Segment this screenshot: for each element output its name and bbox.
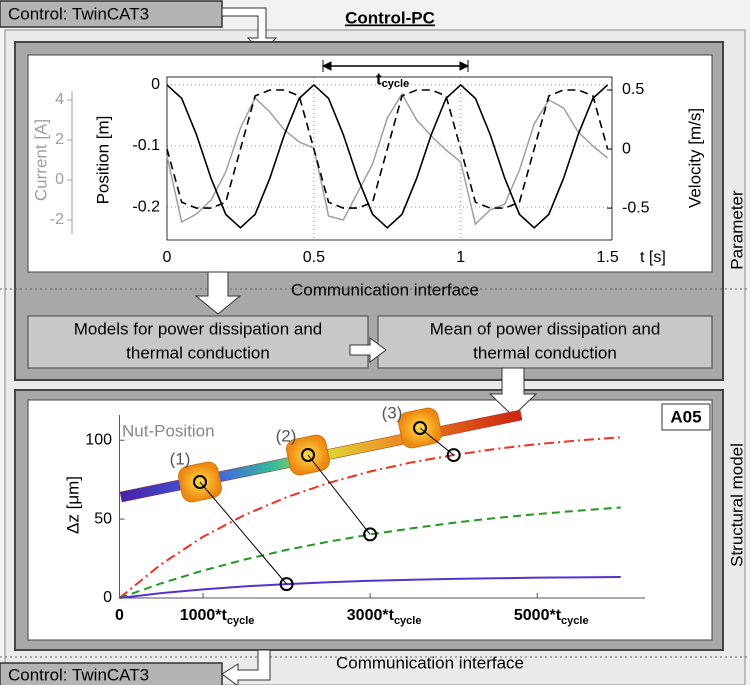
title: Control-PC <box>345 8 435 27</box>
series-line <box>166 92 609 226</box>
y-tick-label: -0.1 <box>132 137 160 154</box>
y-tick-label: 0 <box>151 76 160 93</box>
target-box <box>0 662 223 685</box>
arrow <box>488 367 538 417</box>
connector <box>419 427 454 456</box>
x-tick-label: 0.5 <box>303 249 325 266</box>
x-axis-label: t [s] <box>640 249 666 266</box>
interface-label: Communication interface <box>336 653 524 672</box>
y2-tick-label: -0.5 <box>622 199 650 216</box>
target-label: Control: TwinCAT3 <box>8 665 149 684</box>
y2-tick-label: 0.5 <box>622 81 644 98</box>
interface-label: Communication interface <box>291 280 479 299</box>
arrowheads <box>321 60 470 72</box>
arrow <box>194 271 242 315</box>
subscript: cycle <box>394 615 422 627</box>
nut-label: (2) <box>276 426 297 445</box>
y3-axis-label: Current [A] <box>31 119 50 201</box>
box-text: thermal conduction <box>126 343 270 362</box>
y3-tick-label: -2 <box>50 211 64 228</box>
arrow <box>221 649 271 685</box>
y-tick-label: 100 <box>85 431 112 448</box>
y-tick-label: -0.2 <box>132 198 160 215</box>
x-tick-label: 1 <box>456 249 465 266</box>
arrow <box>349 337 387 363</box>
badge: A05 <box>670 407 701 426</box>
subscript: cycle <box>227 615 255 627</box>
source-label: Control: TwinCAT3 <box>8 4 149 23</box>
series-line <box>166 83 609 229</box>
series-line <box>119 576 621 599</box>
nut-marker <box>413 421 427 435</box>
nut-marker <box>193 475 207 489</box>
rod-title: Nut-Position <box>122 421 215 440</box>
measure-point <box>446 448 461 463</box>
series-line <box>118 436 621 599</box>
mean-box <box>377 315 713 369</box>
y3-tick-label: 2 <box>55 131 64 148</box>
badge-box <box>661 403 711 431</box>
charts: 0 0.5 1 1.5 -0.2 -0.1 0 -0.5 0 0.5 -2 0 2 4 t [s] Posit… <box>31 60 704 627</box>
x-tick-label: 0 <box>115 607 124 624</box>
y-axis-label: Δz [μm] <box>63 476 82 534</box>
series-line <box>166 89 609 209</box>
model-box <box>27 315 369 369</box>
box-text: Mean of power dissipation and <box>430 319 661 338</box>
connector <box>199 481 287 585</box>
subscript: cycle <box>561 615 589 627</box>
y-tick-label: 0 <box>103 589 112 606</box>
subscript: cycle <box>382 78 410 90</box>
y2-tick-label: 0 <box>622 140 631 157</box>
measure-point <box>363 527 378 542</box>
y-tick-label: 50 <box>94 510 112 527</box>
plot-panel <box>27 54 713 273</box>
side-label: Structural model <box>727 443 746 567</box>
y-axis-label: Position [m] <box>93 116 112 205</box>
box-text: Models for power dissipation and <box>74 319 323 338</box>
nut-marker <box>301 448 315 462</box>
x-tick-label: 1.5 <box>596 249 618 266</box>
y3-tick-label: 4 <box>55 91 64 108</box>
measure-point <box>279 577 294 592</box>
plot-panel <box>27 399 713 641</box>
connector <box>307 454 371 535</box>
x-tick-label: 0 <box>163 249 172 266</box>
y3-tick-label: 0 <box>55 171 64 188</box>
side-label: Parameter <box>727 190 746 270</box>
nut-label: (1) <box>170 449 191 468</box>
box-text: thermal conduction <box>473 343 617 362</box>
y2-axis-label: Velocity [m/s] <box>685 108 704 208</box>
nut-label: (3) <box>382 403 403 422</box>
